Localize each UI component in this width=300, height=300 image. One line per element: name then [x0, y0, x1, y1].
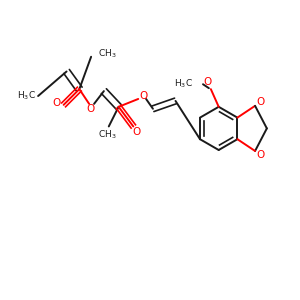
Text: O: O [257, 97, 265, 107]
Text: O: O [132, 127, 140, 137]
Text: O: O [52, 98, 61, 108]
Text: O: O [257, 150, 265, 160]
Text: O: O [204, 77, 212, 87]
Text: H$_3$C: H$_3$C [174, 78, 193, 91]
Text: CH$_3$: CH$_3$ [98, 128, 117, 140]
Text: CH$_3$: CH$_3$ [98, 48, 117, 60]
Text: H$_3$C: H$_3$C [17, 90, 36, 102]
Text: O: O [139, 91, 147, 101]
Text: O: O [86, 104, 94, 114]
